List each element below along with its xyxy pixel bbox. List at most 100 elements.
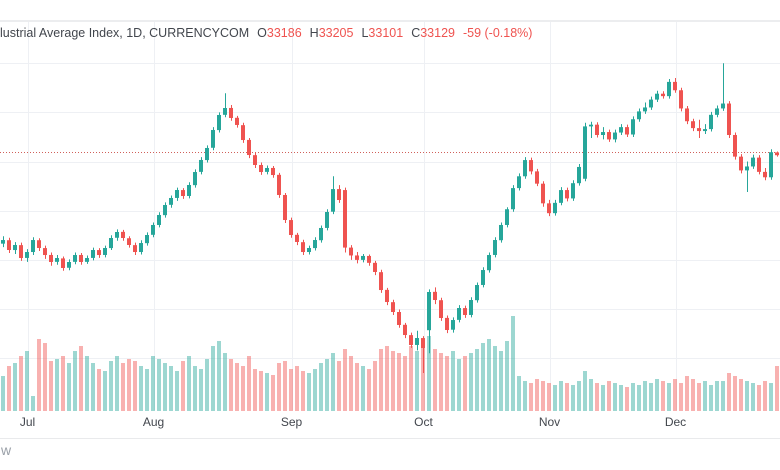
time-axis-label[interactable]: Nov [539, 415, 560, 429]
candle-body [163, 205, 167, 216]
candle-body [355, 255, 359, 260]
toolbar-separator [0, 438, 780, 439]
volume-bar [73, 351, 77, 411]
volume-bar [775, 366, 779, 411]
candle-body [169, 197, 173, 205]
candle-body [601, 132, 605, 135]
volume-bar [649, 383, 653, 411]
candle-body [325, 211, 329, 228]
candle-body [31, 240, 35, 253]
volume-bar [493, 346, 497, 411]
candle-body [637, 111, 641, 120]
volume-bar [295, 366, 299, 411]
volume-bar [109, 361, 113, 411]
candle-body [493, 240, 497, 255]
candle-body [697, 128, 701, 132]
volume-bar [361, 366, 365, 411]
candle-body [271, 167, 275, 176]
volume-bar [571, 385, 575, 411]
candle-body [73, 255, 77, 262]
candle-body [277, 174, 281, 195]
volume-bar [229, 359, 233, 411]
volume-bar [415, 351, 419, 411]
candle-body [109, 238, 113, 249]
time-axis-label[interactable]: Aug [143, 415, 164, 429]
volume-bar [181, 361, 185, 411]
candle-body [715, 108, 719, 115]
candle-body [343, 190, 347, 248]
candle-body [229, 107, 233, 118]
volume-bar [85, 356, 89, 411]
candle-body [589, 124, 593, 127]
volume-bar [337, 361, 341, 411]
volume-bar [169, 366, 173, 411]
candle-body [643, 107, 647, 112]
candle-body [649, 99, 653, 108]
candle-body [529, 160, 533, 172]
time-axis-label[interactable]: Jul [20, 415, 35, 429]
volume-bar [727, 373, 731, 411]
volume-bar [733, 376, 737, 411]
candle-body [253, 155, 257, 165]
time-axis-label[interactable]: Oct [414, 415, 433, 429]
volume-bar [379, 349, 383, 411]
volume-bar [355, 363, 359, 411]
candle-body [703, 129, 707, 132]
candle-body [613, 132, 617, 140]
volume-bar [661, 381, 665, 411]
candle-body [769, 152, 773, 178]
candle-body [391, 302, 395, 313]
time-axis-label[interactable]: Sep [281, 415, 303, 429]
volume-bar [703, 381, 707, 411]
volume-bar [61, 356, 65, 411]
volume-bar [31, 396, 35, 411]
volume-bar [13, 363, 17, 411]
volume-bar [211, 346, 215, 411]
volume-bar [769, 383, 773, 411]
candle-body [265, 167, 269, 172]
volume-bar [349, 356, 353, 411]
volume-bar [541, 381, 545, 411]
candle-body [301, 242, 305, 253]
volume-bar [187, 356, 191, 411]
volume-bar [199, 369, 203, 411]
candle-body [505, 209, 509, 225]
volume-bar [451, 351, 455, 411]
candle-body [745, 166, 749, 171]
volume-bar [373, 361, 377, 411]
volume-bar [235, 363, 239, 411]
volume-bar [547, 383, 551, 411]
candle-body [379, 272, 383, 291]
volume-bar [433, 349, 437, 411]
time-axis-label[interactable]: Dec [665, 415, 686, 429]
volume-bar [691, 379, 695, 411]
candle-body [523, 160, 527, 177]
symbol-description[interactable]: lustrial Average Index, 1D, CURRENCYCOM [0, 26, 250, 40]
candle-body [127, 238, 131, 245]
volume-bar [535, 379, 539, 411]
candle-body [457, 308, 461, 320]
change-value: -59 (-0.18%) [462, 26, 533, 40]
candle-body [361, 255, 365, 260]
candle-body [121, 231, 125, 239]
volume-bar [751, 383, 755, 411]
candle-body [385, 289, 389, 303]
volume-bar [325, 359, 329, 411]
candle-body [481, 270, 485, 285]
ohlc-low-label: L [361, 26, 369, 40]
volume-bar [763, 381, 767, 411]
volume-bar [625, 387, 629, 411]
candle-body [103, 247, 107, 255]
candle-body [427, 291, 431, 331]
candle-body [349, 247, 353, 256]
volume-bar [463, 356, 467, 411]
candle-body [577, 166, 581, 184]
candle-body [739, 156, 743, 171]
volume-bar [37, 339, 41, 411]
volume-bar [475, 349, 479, 411]
candle-body [541, 183, 545, 204]
candle-body [547, 203, 551, 214]
volume-bar [91, 363, 95, 411]
volume-bar [289, 369, 293, 411]
